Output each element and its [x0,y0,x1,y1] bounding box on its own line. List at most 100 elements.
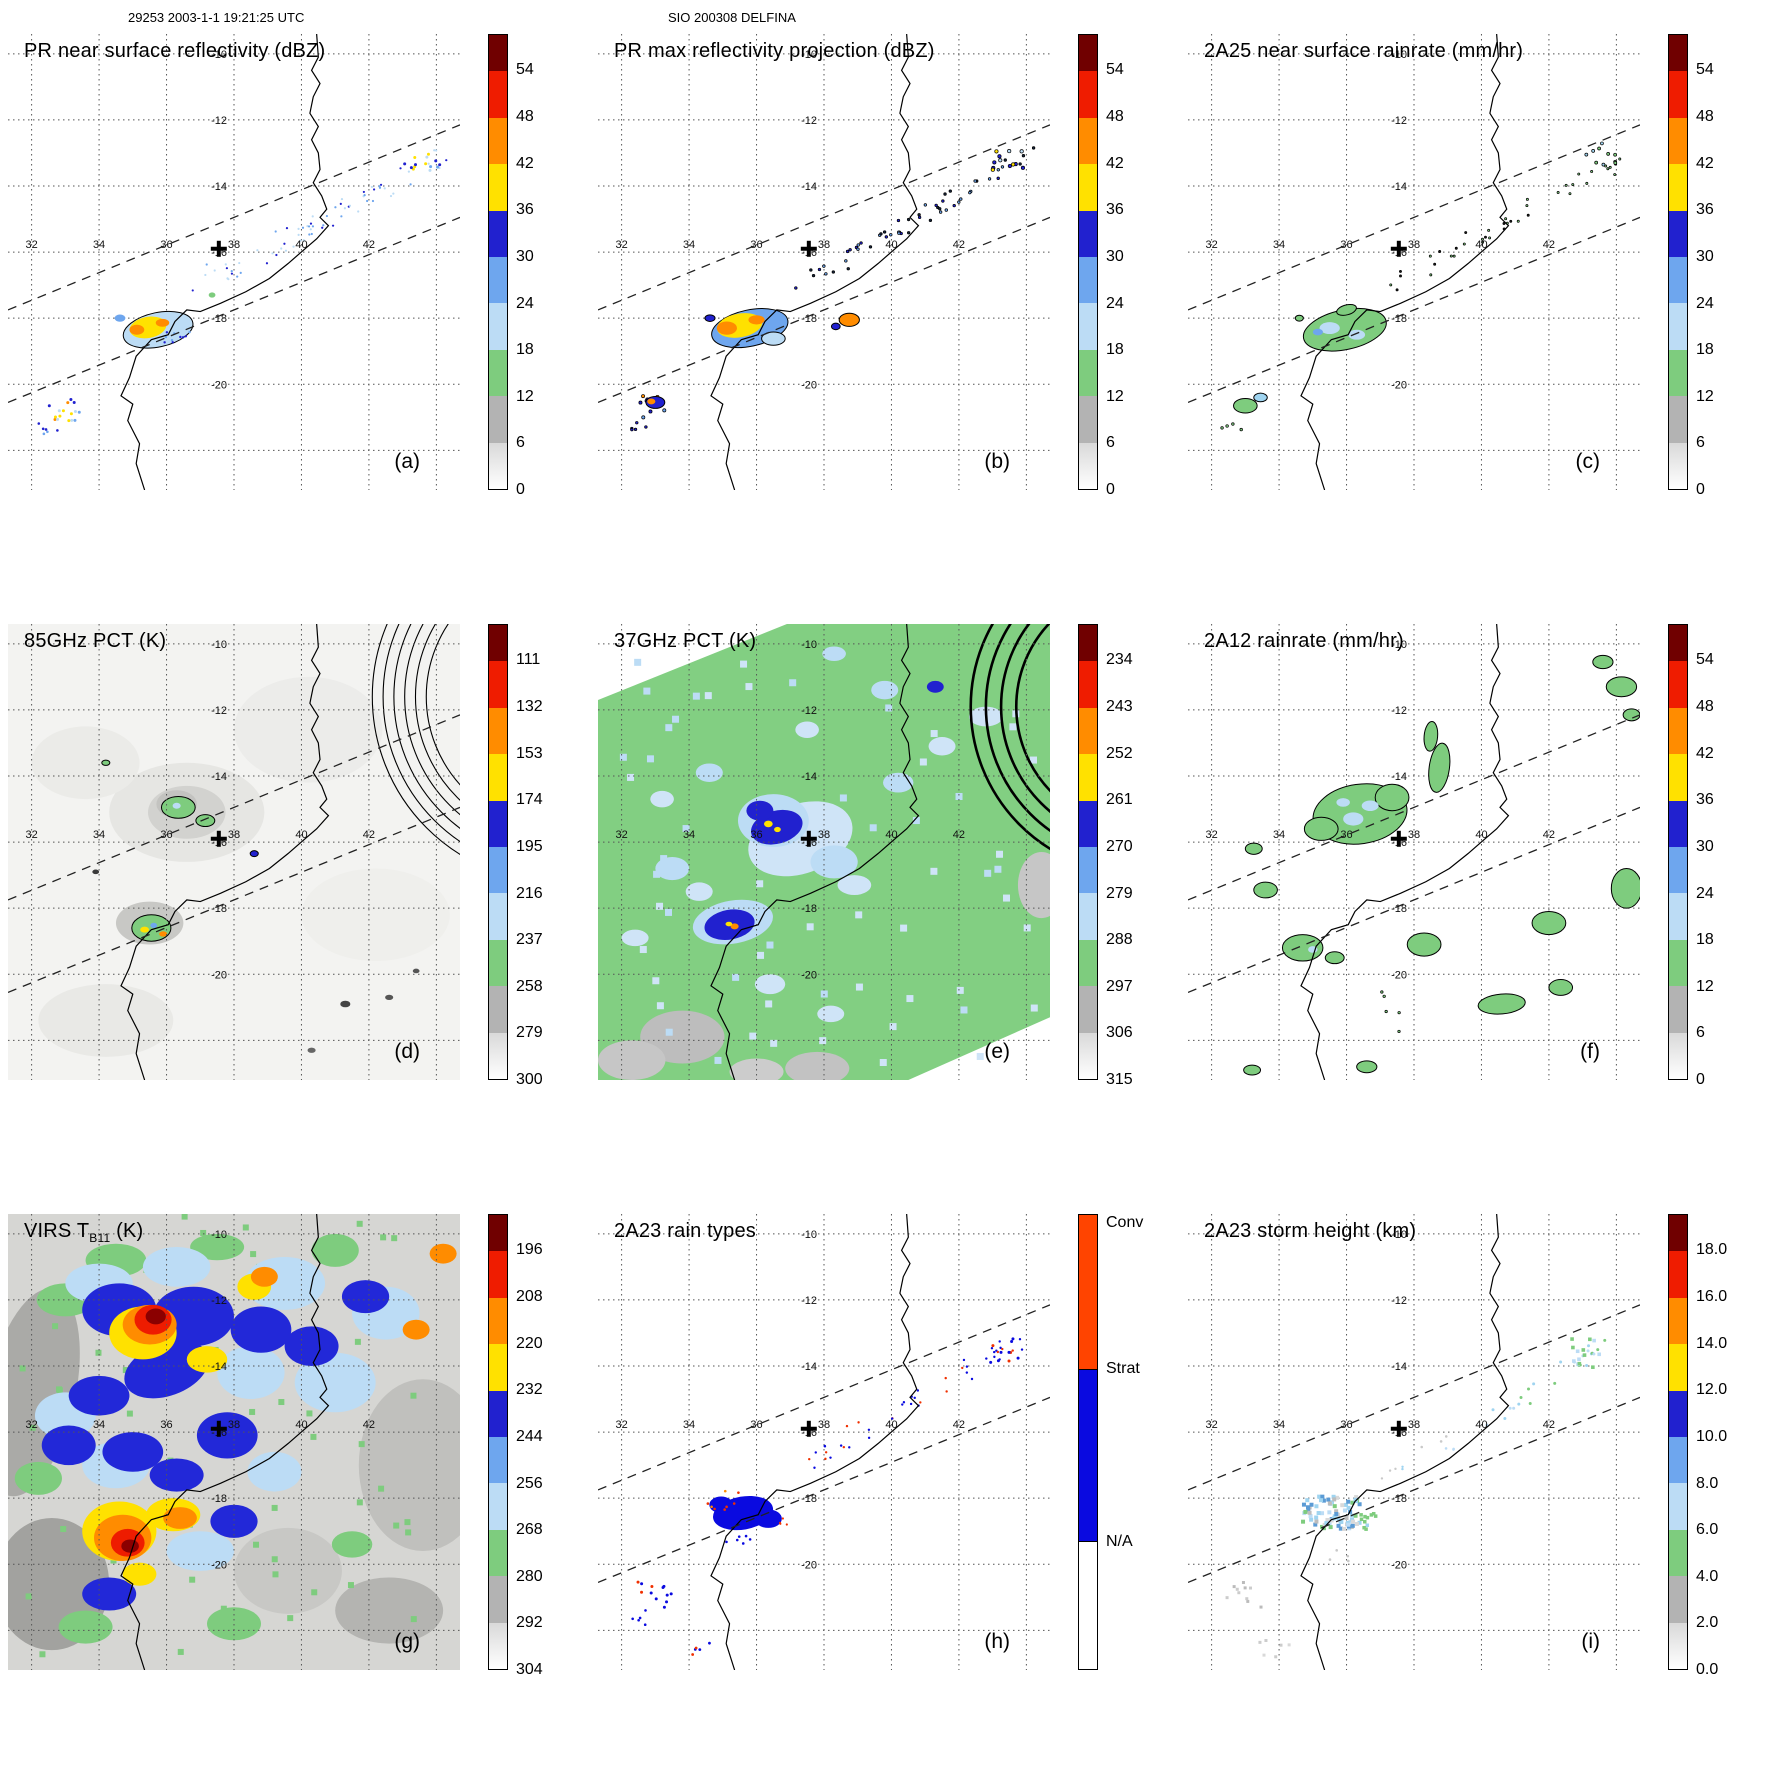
graticule-gridlines [598,624,1050,1080]
swath-edge-dashed-lines [1188,714,1640,994]
colorbar-c: 54 48 42 36 30 24 18 12 6 0 [1668,34,1768,498]
colorbar-segment [1079,303,1097,350]
colorbar-swatches-h [1078,1214,1098,1670]
svg-text:-14: -14 [211,181,227,193]
svg-text:40: 40 [885,829,897,841]
svg-text:34: 34 [1273,239,1285,251]
colorbar-segment [489,1215,507,1252]
colorbar-segment [489,1297,507,1345]
colorbar-segment [1079,754,1097,801]
colorbar-segment [1669,986,1687,1033]
swath-edge-dashed-lines [1188,1304,1640,1584]
svg-text:32: 32 [25,829,37,841]
colorbar-tick-label: 252 [1106,744,1133,762]
colorbar-segment [1079,117,1097,165]
colorbar-segment [489,256,507,304]
colorbar-tick-label: 216 [516,884,543,902]
colorbar-tick-label: 48 [1696,108,1714,126]
colorbar-tick-label: 54 [1696,61,1714,79]
svg-text:-12: -12 [211,705,227,717]
svg-text:-20: -20 [211,379,227,391]
panel-letter-g: (g) [394,1630,420,1653]
svg-text:-20: -20 [211,1559,227,1571]
colorbar-tick-label: 54 [516,61,534,79]
svg-text:34: 34 [93,1419,105,1431]
svg-text:-20: -20 [1391,1559,1407,1571]
colorbar-segment [1079,256,1097,304]
colorbar-segment [489,71,507,118]
svg-text:-18: -18 [801,903,817,915]
colorbar-tick-label: 196 [516,1241,543,1259]
colorbar-segment [489,707,507,755]
colorbar-tick-label: 208 [516,1288,543,1306]
colorbar-segment [489,939,507,987]
svg-text:40: 40 [1475,1419,1487,1431]
panel-title-g: VIRS TB11 (K) [24,1220,144,1245]
colorbar-segment [489,1483,507,1530]
colorbar-category-label: N/A [1106,1533,1133,1551]
svg-text:38: 38 [818,829,830,841]
colorbar-tick-label: 18 [1106,341,1124,359]
svg-text:-18: -18 [1391,1493,1407,1505]
colorbar-segment [1079,800,1097,847]
coastline [1300,624,1510,1080]
svg-text:42: 42 [953,829,965,841]
colorbar-segment [1669,35,1687,72]
colorbar-segment [1669,1344,1687,1391]
colorbar-segment [1669,1622,1687,1669]
svg-text:-14: -14 [801,181,817,193]
colorbar-tick-label: 18 [516,341,534,359]
svg-text:-20: -20 [801,969,817,981]
svg-text:36: 36 [750,239,762,251]
colorbar-swatches-a [488,34,508,490]
colorbar-segment [489,800,507,847]
colorbar-segment [1669,1251,1687,1298]
colorbar-segment [489,846,507,894]
colorbar-tick-label: 306 [1106,1024,1133,1042]
colorbar-segment [1079,846,1097,894]
overpass-timestamp-label: 29253 2003-1-1 19:21:25 UTC [128,10,305,25]
colorbar-tick-label: 18 [1696,341,1714,359]
graticule-gridlines [8,1214,460,1670]
colorbar-tick-label: 6 [1696,1024,1705,1042]
colorbar-segment [489,1390,507,1437]
colorbar-segment [1079,625,1097,662]
colorbar-segment [1079,442,1097,489]
colorbar-tick-label: 174 [516,791,543,809]
colorbar-a: 54 48 42 36 30 24 18 12 6 0 [488,34,588,498]
swath-edge-dashed-lines [8,124,460,404]
colorbar-tick-label: 54 [1106,61,1124,79]
colorbar-segment [489,1436,507,1484]
colorbar-tick-label: 42 [1696,154,1714,172]
colorbar-segment [1669,625,1687,662]
svg-text:-10: -10 [1391,1229,1407,1241]
colorbar-segment [489,893,507,940]
svg-text:42: 42 [1543,829,1555,841]
colorbar-segment [1079,164,1097,211]
coastline [710,34,920,490]
colorbar-tick-label: 0 [516,481,525,498]
graticule-gridlines [598,1214,1050,1670]
colorbar-tick-label: 0 [1696,481,1705,498]
colorbar-tick-label: 220 [516,1334,543,1352]
graticule-gridlines [1188,34,1640,490]
colorbar-tick-label: 12 [1696,387,1714,405]
colorbar-tick-label: 258 [516,977,543,995]
svg-text:-18: -18 [211,903,227,915]
svg-text:-14: -14 [1391,181,1407,193]
colorbar-tick-label: 12 [516,387,534,405]
colorbar-tick-label: 0 [1696,1071,1705,1088]
panel-letter-b: (b) [984,450,1010,473]
colorbar-segment [489,1529,507,1577]
